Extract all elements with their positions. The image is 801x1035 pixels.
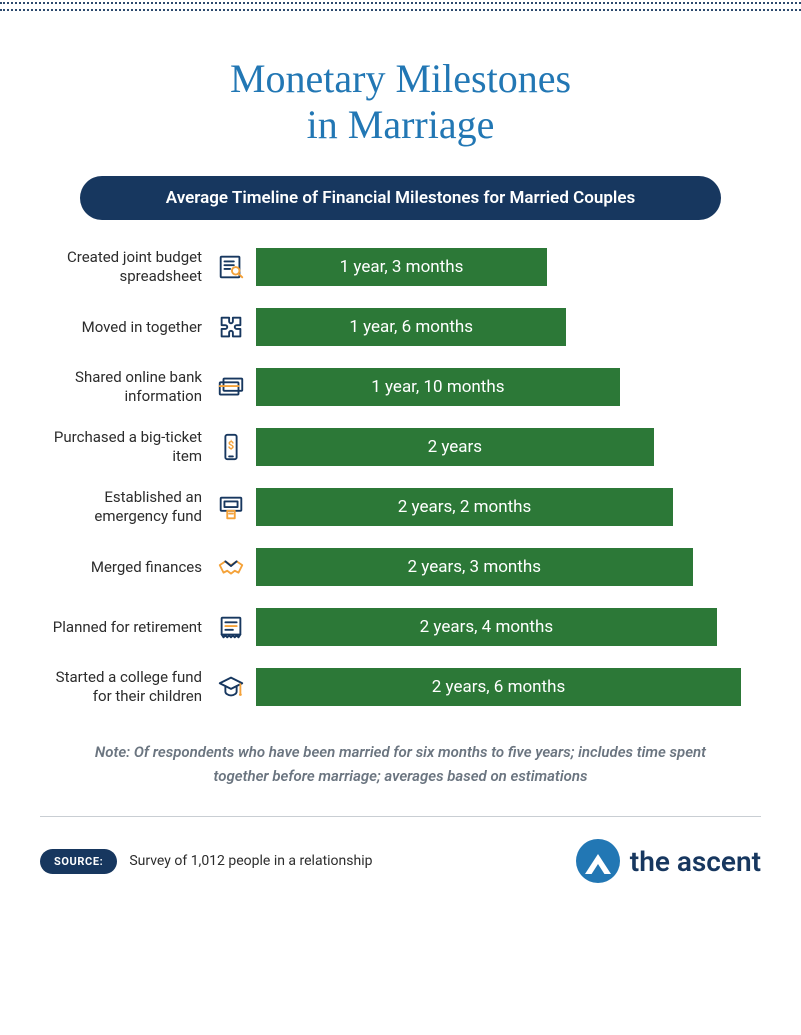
title-line-1: Monetary Milestones: [230, 56, 571, 101]
brand-logo: the ascent: [576, 839, 761, 883]
milestone-label: Moved in together: [40, 318, 212, 337]
svg-text:$: $: [228, 439, 234, 452]
milestone-label: Shared online bank information: [40, 368, 212, 406]
milestone-label: Established an emergency fund: [40, 488, 212, 526]
milestone-bar: 2 years: [256, 428, 654, 466]
bar-track: 1 year, 3 months: [256, 248, 741, 286]
milestone-row: Moved in together 1 year, 6 months: [40, 308, 741, 346]
milestone-bar: 2 years, 2 months: [256, 488, 673, 526]
milestone-bar: 1 year, 3 months: [256, 248, 547, 286]
milestone-label: Planned for retirement: [40, 618, 212, 637]
bar-track: 2 years, 4 months: [256, 608, 741, 646]
bar-track: 2 years: [256, 428, 741, 466]
milestone-bar: 1 year, 6 months: [256, 308, 566, 346]
milestone-bar: 1 year, 10 months: [256, 368, 620, 406]
milestone-label: Started a college fund for their childre…: [40, 668, 212, 706]
bar-track: 2 years, 3 months: [256, 548, 741, 586]
bar-track: 1 year, 10 months: [256, 368, 741, 406]
milestone-bar: 2 years, 3 months: [256, 548, 693, 586]
page-title: Monetary Milestones in Marriage: [40, 56, 761, 148]
milestone-row: Planned for retirement 2 years, 4 months: [40, 608, 741, 646]
puzzle-icon: [212, 312, 250, 342]
milestone-row: Purchased a big-ticket item $2 years: [40, 428, 741, 466]
spreadsheet-icon: [212, 252, 250, 282]
brand-name: the ascent: [630, 845, 761, 878]
handshake-icon: [212, 552, 250, 582]
divider: [40, 816, 761, 817]
brand-mark-icon: [576, 839, 620, 883]
milestone-label: Created joint budget spreadsheet: [40, 248, 212, 286]
milestone-label: Purchased a big-ticket item: [40, 428, 212, 466]
source-text: Survey of 1,012 people in a relationship: [129, 853, 372, 869]
subtitle-pill: Average Timeline of Financial Milestones…: [80, 176, 721, 220]
source-label-pill: SOURCE:: [40, 849, 117, 874]
source-block: SOURCE: Survey of 1,012 people in a rela…: [40, 849, 372, 874]
milestone-row: Merged finances 2 years, 3 months: [40, 548, 741, 586]
receipt-icon: [212, 612, 250, 642]
footnote: Note: Of respondents who have been marri…: [90, 740, 711, 788]
phone-icon: $: [212, 432, 250, 462]
milestone-bar: 2 years, 6 months: [256, 668, 741, 706]
bar-track: 1 year, 6 months: [256, 308, 741, 346]
cards-icon: [212, 372, 250, 402]
title-line-2: in Marriage: [307, 102, 495, 147]
bar-track: 2 years, 2 months: [256, 488, 741, 526]
footer: SOURCE: Survey of 1,012 people in a rela…: [40, 839, 761, 883]
milestone-row: Started a college fund for their childre…: [40, 668, 741, 706]
milestone-row: Shared online bank information 1 year, 10…: [40, 368, 741, 406]
decorative-dotted-border: [0, 0, 801, 16]
gradcap-icon: [212, 672, 250, 702]
milestone-row: Created joint budget spreadsheet 1 year, …: [40, 248, 741, 286]
milestone-bar-chart: Created joint budget spreadsheet 1 year, …: [40, 248, 761, 706]
bar-track: 2 years, 6 months: [256, 668, 741, 706]
milestone-row: Established an emergency fund 2 years, 2 …: [40, 488, 741, 526]
infographic-page: Monetary Milestones in Marriage Average …: [0, 0, 801, 913]
milestone-label: Merged finances: [40, 558, 212, 577]
milestone-bar: 2 years, 4 months: [256, 608, 717, 646]
atm-icon: [212, 492, 250, 522]
